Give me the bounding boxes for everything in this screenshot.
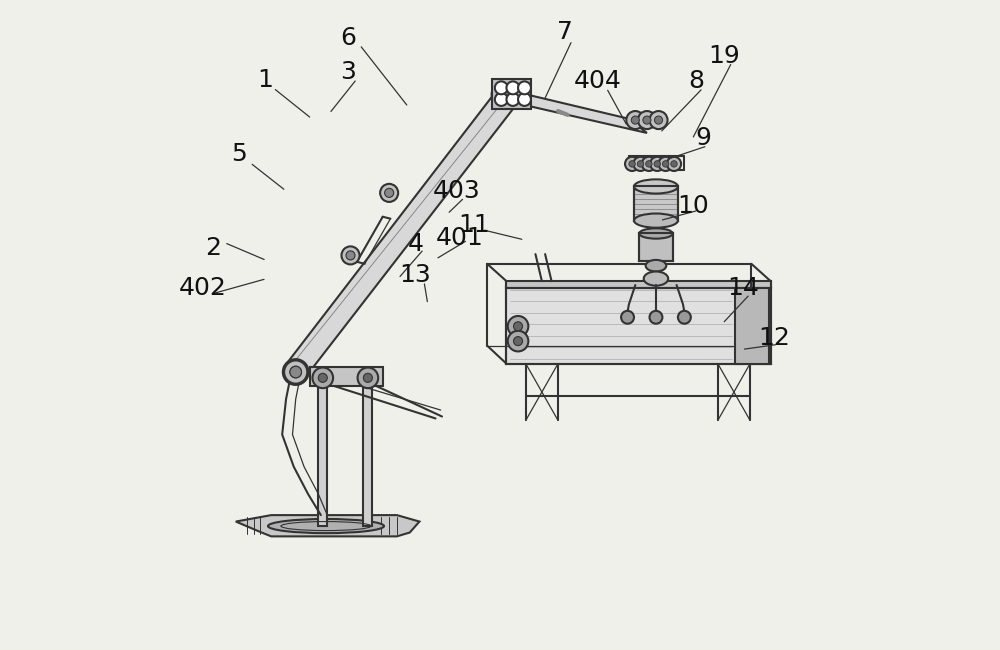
Polygon shape: [639, 233, 673, 261]
Circle shape: [290, 366, 302, 378]
Circle shape: [643, 116, 651, 124]
Ellipse shape: [644, 272, 668, 286]
Circle shape: [380, 184, 398, 202]
Text: 1: 1: [257, 68, 273, 92]
Circle shape: [497, 88, 509, 100]
Circle shape: [346, 251, 355, 260]
Text: 404: 404: [574, 70, 622, 94]
Text: 403: 403: [432, 179, 480, 203]
Ellipse shape: [634, 213, 678, 228]
Polygon shape: [506, 287, 771, 363]
Ellipse shape: [634, 179, 678, 194]
Text: 10: 10: [677, 194, 709, 218]
Text: 19: 19: [708, 44, 740, 68]
Text: 3: 3: [341, 60, 356, 84]
Circle shape: [284, 361, 307, 384]
Circle shape: [518, 93, 531, 106]
Circle shape: [671, 161, 677, 167]
Text: 12: 12: [758, 326, 790, 350]
Circle shape: [283, 359, 309, 385]
Circle shape: [637, 161, 644, 167]
Circle shape: [495, 81, 508, 94]
Polygon shape: [318, 376, 327, 526]
Polygon shape: [284, 88, 519, 380]
Circle shape: [633, 157, 648, 171]
Circle shape: [514, 337, 523, 346]
Circle shape: [659, 157, 673, 171]
Circle shape: [358, 367, 378, 388]
Polygon shape: [506, 281, 771, 287]
Circle shape: [518, 81, 531, 94]
Polygon shape: [634, 187, 678, 220]
Circle shape: [514, 322, 523, 331]
Circle shape: [642, 157, 656, 171]
Text: 2: 2: [205, 236, 221, 259]
Circle shape: [654, 116, 663, 124]
Circle shape: [363, 373, 372, 382]
Text: 9: 9: [695, 126, 711, 150]
Polygon shape: [499, 88, 647, 133]
Text: 402: 402: [178, 276, 226, 300]
Polygon shape: [735, 287, 769, 363]
Polygon shape: [492, 79, 531, 109]
Circle shape: [629, 161, 635, 167]
Ellipse shape: [268, 519, 384, 533]
Circle shape: [650, 157, 664, 171]
Text: 11: 11: [458, 213, 490, 237]
Circle shape: [318, 373, 327, 382]
Circle shape: [341, 246, 360, 265]
Circle shape: [638, 111, 656, 129]
Circle shape: [650, 311, 662, 324]
Polygon shape: [236, 515, 419, 536]
Text: 14: 14: [728, 276, 760, 300]
Ellipse shape: [646, 260, 666, 272]
Text: 6: 6: [341, 26, 357, 50]
Circle shape: [662, 161, 669, 167]
Text: 13: 13: [399, 263, 431, 287]
Circle shape: [312, 367, 333, 388]
Circle shape: [625, 157, 639, 171]
Circle shape: [631, 116, 639, 124]
Circle shape: [678, 311, 691, 324]
Text: 4: 4: [408, 233, 424, 257]
Circle shape: [492, 83, 515, 106]
Circle shape: [654, 161, 660, 167]
Text: 401: 401: [436, 226, 484, 250]
Circle shape: [506, 81, 519, 94]
Polygon shape: [363, 376, 372, 526]
Circle shape: [650, 111, 668, 129]
Circle shape: [290, 366, 302, 378]
Text: 5: 5: [231, 142, 247, 166]
Circle shape: [626, 111, 644, 129]
Circle shape: [508, 331, 528, 352]
Ellipse shape: [639, 228, 673, 239]
Circle shape: [508, 316, 528, 337]
Polygon shape: [310, 367, 383, 386]
Circle shape: [385, 188, 394, 198]
Text: 7: 7: [557, 20, 572, 44]
Circle shape: [646, 161, 652, 167]
Circle shape: [506, 93, 519, 106]
Circle shape: [667, 157, 681, 171]
Text: 8: 8: [689, 70, 705, 94]
Circle shape: [621, 311, 634, 324]
Circle shape: [495, 93, 508, 106]
